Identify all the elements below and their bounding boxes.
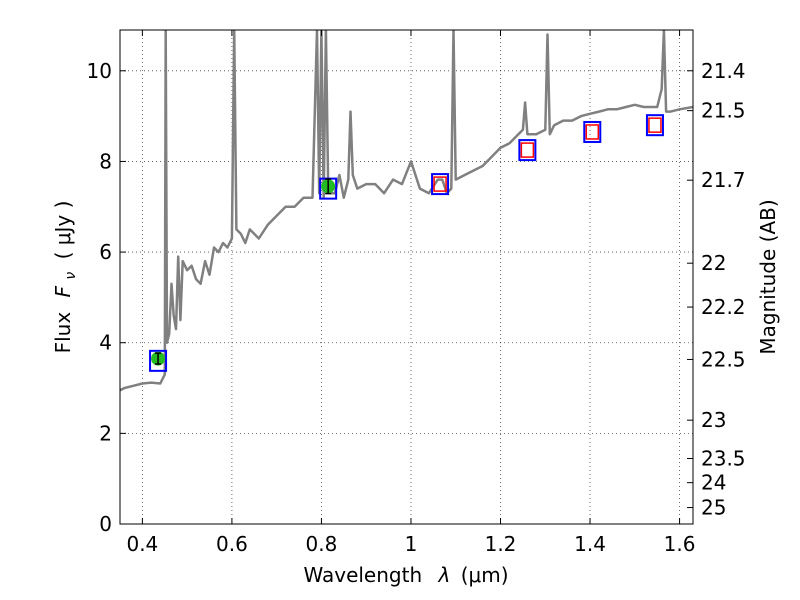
mag-tick-label: 21.7 (701, 168, 746, 192)
x-tick-label: 1.4 (574, 532, 606, 556)
observed-square (433, 176, 447, 192)
model-square (645, 114, 664, 137)
observed-square (648, 117, 662, 133)
x-tick-label: 1 (405, 532, 418, 556)
mag-tick-label: 22.5 (701, 347, 746, 371)
model-square (583, 120, 602, 143)
x-tick-label: 0.6 (216, 532, 248, 556)
y-tick-label: 4 (99, 331, 112, 355)
model-square (518, 139, 537, 162)
marker-layer (149, 114, 664, 372)
mag-tick-label: 25 (701, 496, 726, 520)
mag-tick-label: 22 (701, 251, 726, 275)
y-tick-label: 2 (99, 421, 112, 445)
mag-tick-label: 23 (701, 408, 726, 432)
y-tick-label: 0 (99, 512, 112, 536)
y-axis-right-label: Magnitude (AB) (756, 199, 780, 354)
spectrum-line (120, 30, 693, 392)
observed-square (585, 124, 600, 140)
mag-tick-label: 22.2 (701, 295, 746, 319)
mag-tick-label: 21.5 (701, 99, 746, 123)
x-tick-label: 0.4 (126, 532, 158, 556)
mag-tick-label: 23.5 (701, 446, 746, 470)
observed-square (520, 142, 535, 158)
y-tick-label: 10 (87, 59, 112, 83)
y-tick-label: 6 (99, 240, 112, 264)
x-tick-label: 1.2 (485, 532, 517, 556)
spectrum-layer (120, 30, 693, 392)
y-axis-label: Flux F ν ( μJy ) (51, 201, 80, 354)
model-square (149, 349, 168, 372)
plot-frame (119, 29, 694, 525)
model-square (431, 173, 450, 196)
x-tick-label: 0.8 (306, 532, 338, 556)
x-axis-label: Wavelength λ (μm) (303, 563, 508, 587)
mag-tick-label: 24 (701, 471, 726, 495)
x-tick-label: 1.6 (664, 532, 696, 556)
mag-tick-label: 21.4 (701, 59, 746, 83)
y-tick-label: 8 (99, 149, 112, 173)
